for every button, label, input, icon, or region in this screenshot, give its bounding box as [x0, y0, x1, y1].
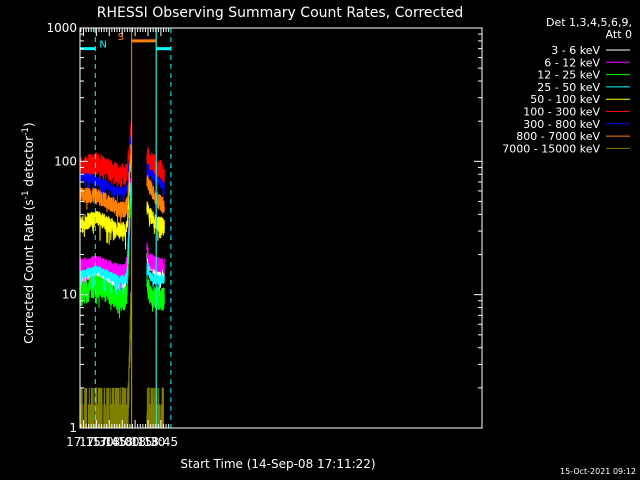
x-tick-label-1: 17:30 — [79, 435, 114, 449]
series-layer — [79, 122, 165, 429]
series-7 — [79, 144, 165, 228]
legend-label-5: 100 - 300 keV — [523, 106, 600, 119]
chart-title: RHESSI Observing Summary Count Rates, Co… — [97, 5, 463, 21]
y-tick-label-1: 10 — [62, 288, 77, 302]
x-tick-label-0: 17:15 — [66, 435, 101, 449]
series-1 — [79, 178, 165, 294]
x-tick-label-5: 18:30 — [131, 435, 166, 449]
legend-label-0: 3 - 6 keV — [551, 44, 600, 57]
series-line-6 — [79, 135, 165, 204]
plot-frame — [79, 27, 483, 429]
x-tick-label-2: 17:45 — [92, 435, 127, 449]
y-tick-label-0: 1 — [69, 421, 77, 435]
series-line-4 — [79, 156, 165, 250]
series-3 — [79, 183, 165, 297]
flag-2 — [155, 28, 172, 428]
svg-text:Corrected Count Rate (s-1 dete: Corrected Count Rate (s-1 detector-1) — [21, 122, 36, 343]
legend-header-line1: Det 1,3,4,5,6,9, — [546, 16, 632, 29]
series-8 — [79, 291, 165, 429]
series-line-2 — [79, 183, 165, 319]
series-line-1 — [79, 178, 165, 294]
series-4 — [79, 156, 165, 250]
legend-label-7: 800 - 7000 keV — [516, 130, 600, 143]
series-6 — [79, 135, 165, 204]
series-line-3 — [79, 183, 165, 297]
x-tick-label-6: 18:45 — [144, 435, 179, 449]
series-line-8 — [79, 291, 165, 429]
legend-label-3: 25 - 50 keV — [537, 81, 600, 94]
timestamp: 15-Oct-2021 09:12 — [560, 467, 636, 476]
flag-label-0: N — [99, 40, 106, 51]
flag-label-1: S — [118, 32, 124, 43]
y-tick-label-3: 1000 — [46, 21, 77, 35]
series-line-7 — [79, 144, 165, 228]
legend-label-4: 50 - 100 keV — [530, 93, 600, 106]
y-axis-label: Corrected Count Rate (s-1 detector-1) — [21, 122, 36, 343]
x-tick-label-4: 18:15 — [118, 435, 153, 449]
legend-label-8: 7000 - 15000 keV — [502, 142, 600, 155]
legend-label-1: 6 - 12 keV — [544, 56, 600, 69]
legend-label-6: 300 - 800 keV — [523, 118, 600, 131]
x-tick-label-3: 18:00 — [105, 435, 140, 449]
x-axis-label: Start Time (14-Sep-08 17:11:22) — [180, 457, 375, 471]
legend-label-2: 12 - 25 keV — [537, 69, 600, 82]
legend-header-line2: Att 0 — [606, 28, 632, 41]
series-2 — [79, 183, 165, 319]
y-tick-label-2: 100 — [54, 154, 77, 168]
